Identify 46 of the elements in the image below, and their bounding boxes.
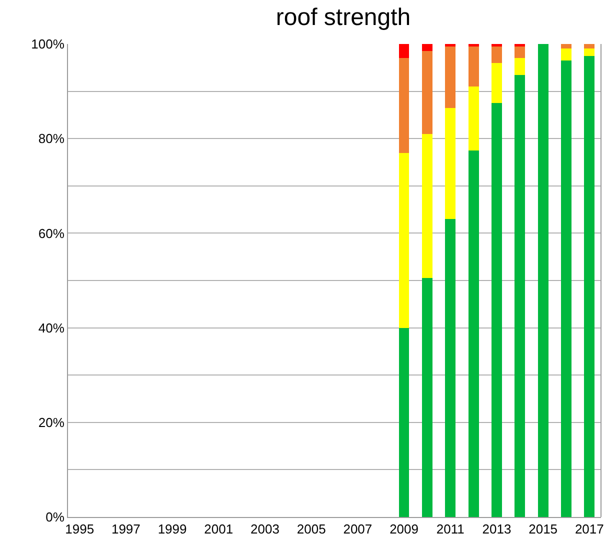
bar <box>584 44 595 49</box>
bar <box>492 103 502 517</box>
bar <box>422 44 432 52</box>
bar <box>538 44 548 517</box>
bar <box>422 51 432 134</box>
x-tick-label: 2011 <box>436 522 464 537</box>
bar <box>514 74 526 517</box>
bar <box>492 46 502 63</box>
bar <box>422 278 432 517</box>
y-tick-label: 0% <box>46 510 65 525</box>
y-tick-label: 40% <box>38 320 65 336</box>
bar <box>445 46 456 108</box>
x-tick-label: 2013 <box>482 522 512 537</box>
y-tick-label: 20% <box>38 414 65 430</box>
bar <box>398 44 410 58</box>
y-tick-label: 60% <box>38 226 65 241</box>
x-tick-label: 1999 <box>158 522 187 537</box>
bar <box>561 48 572 61</box>
x-tick-label: 2015 <box>528 522 558 537</box>
x-tick-label: 2003 <box>250 522 280 537</box>
x-tick-label: 2005 <box>296 522 326 537</box>
bar <box>584 48 595 56</box>
x-tick-label: 2001 <box>204 522 234 537</box>
bar <box>492 62 502 104</box>
x-tick-label: 2007 <box>343 522 372 537</box>
bar <box>445 108 456 220</box>
chart-title: roof strength <box>276 4 411 31</box>
bar <box>398 328 410 517</box>
bar <box>561 44 572 49</box>
x-tick-label: 2017 <box>574 522 604 537</box>
bar <box>468 150 479 517</box>
x-tick-label: 1995 <box>65 522 94 537</box>
bar <box>468 86 479 150</box>
bar <box>561 60 572 517</box>
x-tick-label: 2009 <box>390 522 418 537</box>
bar <box>468 46 479 87</box>
bar <box>398 152 410 328</box>
bar <box>584 56 595 517</box>
bar <box>514 46 526 58</box>
bar <box>445 219 456 517</box>
y-tick-label: 100% <box>31 36 65 52</box>
bar <box>398 58 410 153</box>
bar <box>422 134 432 278</box>
bar <box>514 58 526 75</box>
y-tick-label: 80% <box>38 131 65 146</box>
x-tick-label: 1997 <box>111 522 140 537</box>
